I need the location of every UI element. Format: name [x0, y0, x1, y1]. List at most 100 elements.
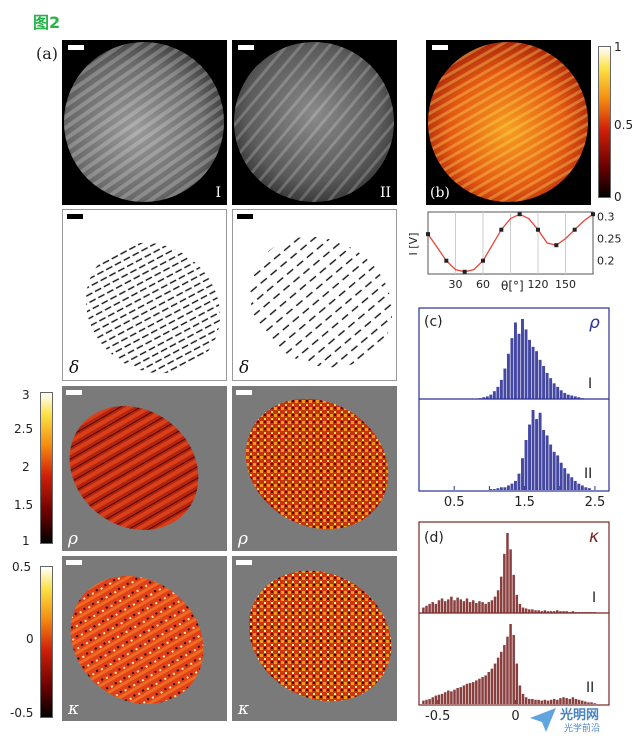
histogram-bar: [462, 685, 466, 704]
histogram-bar: [570, 395, 574, 399]
histogram-bar: [542, 365, 546, 399]
histogram-bar: [512, 574, 515, 613]
inset-y-tick-label: 0.2: [597, 255, 615, 268]
inset-data-point: [517, 212, 522, 217]
histogram-bar: [440, 598, 444, 613]
histogram-bar: [574, 612, 578, 613]
histogram-bar: [534, 699, 537, 704]
histogram-bar: [443, 601, 447, 613]
histogram-bar: [546, 611, 550, 613]
inset-x-tick-label: 120: [528, 278, 549, 291]
histogram-bar: [499, 651, 503, 704]
histogram-bar: [531, 698, 534, 704]
intensity-image-sample-II: II: [232, 40, 397, 205]
colorbar-rho-tick: 1.5: [14, 498, 34, 512]
histogram-bar: [538, 412, 542, 490]
histogram-bar: [456, 597, 459, 613]
histogram-bar: [528, 698, 531, 704]
histogram-bar: [465, 683, 469, 704]
inset-data-point: [499, 227, 504, 232]
orientation-map-graphic: [428, 42, 588, 202]
histogram-bar: [556, 699, 559, 704]
inset-data-point: [572, 227, 577, 232]
histogram-bar: [517, 333, 521, 399]
histogram-bar: [492, 489, 496, 490]
histogram-bar: [478, 398, 482, 399]
histogram-bar: [580, 700, 584, 704]
histogram-bar: [565, 611, 568, 613]
colorbar-b-tick: 0.5: [614, 118, 634, 132]
histogram-bar: [440, 693, 444, 704]
histogram-bar: [568, 612, 572, 613]
histogram-bar: [422, 700, 425, 704]
kappa-map-I-graphic: [62, 556, 227, 721]
kappa-map-II-graphic: [232, 556, 397, 721]
histogram-bar: [512, 634, 515, 704]
inset-x-tick-label: 150: [555, 278, 576, 291]
series-label-II: II: [586, 680, 594, 696]
histogram-bar: [524, 608, 528, 613]
scale-bar: [238, 45, 254, 50]
histogram-bar: [521, 693, 525, 704]
histogram-bar: [496, 386, 500, 399]
panel-b-label: (b): [430, 185, 450, 201]
histogram-bar: [556, 610, 559, 613]
kappa-symbol: κ: [589, 527, 599, 547]
inset-data-point: [444, 258, 449, 263]
histogram-bar: [515, 594, 519, 613]
panel-d-label: (d): [424, 530, 444, 546]
histogram-bar: [422, 607, 425, 613]
histogram-bar: [499, 487, 503, 490]
histogram-bar: [503, 645, 506, 704]
histogram-bar: [580, 612, 584, 613]
scale-bar: [236, 560, 252, 565]
colorbar-rho-tick: 2: [22, 460, 30, 474]
colorbar-rho-tick: 2.5: [14, 422, 34, 436]
histogram-bar: [521, 607, 525, 613]
histogram-bar: [577, 483, 581, 490]
delta-orientation-map-II: δ: [232, 209, 397, 381]
inset-data-point: [554, 243, 559, 248]
histogram-bar: [499, 379, 503, 399]
histogram-bar: [465, 598, 469, 613]
histogram-bar: [528, 339, 531, 399]
x-tick-label: 1.5: [514, 495, 535, 510]
series-label-II: II: [584, 466, 592, 482]
histogram-bar: [559, 462, 563, 490]
histogram-bar: [563, 392, 567, 399]
histogram-bar: [431, 697, 434, 704]
scale-bar: [237, 214, 253, 219]
figure-title: 图2: [33, 13, 61, 32]
scale-bar: [66, 390, 82, 395]
histogram-bar: [489, 394, 493, 399]
histogram-bar: [428, 698, 431, 704]
histogram-bar: [521, 458, 524, 490]
histogram-bar: [549, 699, 553, 704]
scale-bar: [68, 45, 84, 50]
histogram-bar: [468, 602, 472, 613]
histogram-bar: [556, 455, 560, 490]
histogram-bar: [531, 346, 535, 399]
histogram-bar: [524, 697, 528, 704]
histogram-bar: [450, 691, 453, 704]
delta-dashes-I: [63, 216, 226, 380]
histogram-bar: [537, 699, 540, 704]
histogram-bar: [493, 663, 497, 704]
histogram-bar: [566, 473, 570, 490]
inset-data-point: [591, 212, 595, 217]
histogram-bar: [509, 624, 512, 704]
histogram-bar: [468, 682, 472, 704]
histogram-bar: [542, 430, 546, 490]
histogram-bar: [481, 677, 484, 704]
histogram-bar: [571, 697, 575, 704]
rho-symbol: ρ: [68, 529, 78, 549]
kappa-symbol: κ: [68, 699, 80, 719]
inset-y-tick-label: 0.3: [597, 210, 615, 223]
orientation-contrast-map: (b): [426, 40, 591, 205]
colorbar-rho-tick: 1: [22, 534, 30, 548]
histogram-bar: [528, 609, 531, 613]
delta-orientation-map-I: δ: [62, 209, 227, 381]
histogram-bar: [462, 601, 466, 613]
histogram-bar: [447, 599, 450, 613]
kappa-map-I: κ: [62, 556, 227, 721]
